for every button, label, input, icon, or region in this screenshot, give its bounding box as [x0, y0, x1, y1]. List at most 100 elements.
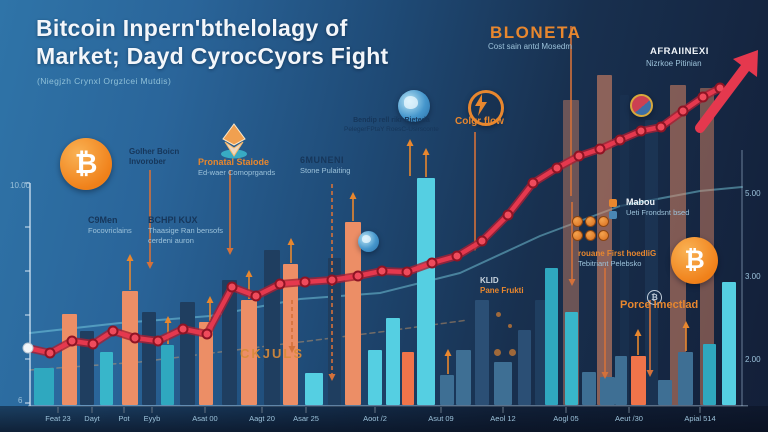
- rouane-label: rouane First hoedliG Tebitriant Pelebsko: [578, 249, 656, 268]
- bar: [241, 300, 257, 405]
- trend-marker: [326, 274, 338, 286]
- bchpi-line3: cerdeni auron: [148, 235, 194, 245]
- pronatal-line1: Pronatal Staiode: [198, 157, 270, 167]
- bchpi-label: BCHPI KUX Thaasige Ran bensofs cerdeni a…: [148, 215, 223, 245]
- muneni-line2: Stone Pulaiting: [300, 166, 351, 176]
- rouane-line2: Tebitriant Pelebsko: [578, 259, 642, 268]
- bar: [80, 331, 94, 405]
- bar: [161, 345, 174, 405]
- bar: [494, 362, 512, 405]
- bar: [456, 350, 471, 405]
- x-axis-label: Asar 25: [293, 414, 319, 423]
- colgr-label: Colgr flow: [455, 116, 504, 127]
- arrow-head: [733, 50, 758, 77]
- bar: [100, 352, 113, 405]
- bar: [368, 350, 382, 405]
- x-axis-label: Dayt: [84, 414, 100, 423]
- golher-label: Golher Boicn Invorober: [129, 147, 179, 167]
- right-axis-label-3: 2.00: [745, 355, 761, 364]
- trend-marker: [573, 150, 585, 162]
- mabou-line1: Mabou: [626, 197, 655, 207]
- bar: [722, 282, 736, 405]
- bar: [199, 322, 213, 405]
- bendip-line2: PelegerFPtaY RoesC-Usirsconte: [344, 125, 439, 133]
- klid-label: KLID Pane Frukti: [480, 276, 524, 296]
- bendip-label: Bendip rell rikr Rieteda PelegerFPtaY Ro…: [344, 117, 439, 134]
- bloneta-heading: BLONETA: [490, 23, 582, 42]
- trend-marker: [677, 105, 689, 117]
- mabou-label: Mabou Ueti Frondsnt bsed: [626, 197, 689, 218]
- bar: [417, 178, 435, 405]
- scatter-dot: [508, 324, 512, 328]
- bchpi-line2: Thaasige Ran bensofs: [148, 226, 224, 236]
- rouane-line1: rouane First hoedliG: [578, 249, 657, 258]
- trend-marker: [655, 121, 667, 133]
- afrainexi-heading: AFRAIINEXI: [650, 46, 709, 57]
- bar: [565, 312, 578, 405]
- bar: [535, 300, 547, 405]
- trend-marker: [177, 323, 189, 335]
- trend-marker: [44, 347, 56, 359]
- trend-marker: [250, 290, 262, 302]
- trend-marker: [527, 177, 539, 189]
- trend-line: [22, 82, 726, 359]
- x-axis-label: Aagt 20: [249, 414, 275, 423]
- bar: [658, 380, 672, 405]
- axis-footer-strip: [0, 406, 768, 432]
- x-axis-label: Aogl 05: [553, 414, 579, 423]
- golher-line1: Golher Boicn: [129, 147, 180, 156]
- bar: [283, 264, 298, 405]
- trend-marker: [201, 328, 213, 340]
- x-axis-label: Asat 00: [192, 414, 218, 423]
- bar: [518, 330, 531, 405]
- x-axis-label: Aeut /30: [615, 414, 643, 423]
- bar: [264, 250, 280, 405]
- trend-marker: [376, 265, 388, 277]
- klid-line2: Pane Frukti: [480, 286, 524, 295]
- bar: [600, 377, 615, 405]
- ethereum-icon: [218, 122, 250, 160]
- bar: [615, 356, 627, 405]
- page-subtitle: (Niegjzh Crynxl Orgzlcei Mutdis): [37, 76, 172, 86]
- porce-label: Porce Imectlad: [620, 299, 699, 311]
- bitcoin-icon: ₿: [60, 138, 112, 190]
- globe-icon: [398, 90, 430, 122]
- bar: [545, 268, 558, 405]
- trend-marker: [476, 235, 488, 247]
- trend-marker: [551, 162, 563, 174]
- golher-line2: Invorober: [129, 157, 166, 166]
- trend-marker: [152, 335, 164, 347]
- trend-marker: [502, 209, 514, 221]
- klid-line1: KLID: [480, 276, 499, 285]
- scatter-dot: [509, 349, 516, 356]
- bar: [180, 302, 195, 405]
- x-axis-label: Asut 09: [428, 414, 454, 423]
- bar: [142, 312, 156, 405]
- legend-square-orange-icon: [609, 199, 617, 207]
- trend-marker: [401, 266, 413, 278]
- bar: [122, 291, 138, 405]
- bar: [305, 373, 323, 405]
- trend-marker: [129, 332, 141, 344]
- coin-grid-icon: [572, 216, 609, 241]
- page-title: Bitcoin Inpern'bthelolagy of Market; Day…: [36, 14, 389, 70]
- pronatal-label: Pronatal Staiode Ed-waer Comoprgands: [198, 157, 275, 178]
- scatter-dot: [494, 349, 501, 356]
- bar: [475, 300, 489, 405]
- c9men-line1: C9Men: [88, 215, 118, 225]
- trend-marker: [66, 335, 78, 347]
- x-axis-label: Feat 23: [45, 414, 71, 423]
- right-axis-label-1: 5.00: [745, 189, 761, 198]
- scatter-dot: [496, 312, 501, 317]
- x-axis-label: Aeol 12: [490, 414, 516, 423]
- muneni-label: 6MUNENI Stone Pulaiting: [300, 155, 350, 176]
- trend-marker: [451, 250, 463, 262]
- trend-marker: [274, 278, 286, 290]
- title-line-1: Bitcoin Inpern'bthelolagy of: [36, 15, 348, 41]
- trend-marker: [107, 325, 119, 337]
- bitcoin-outline-icon: ₿: [647, 290, 662, 305]
- bar: [440, 375, 454, 405]
- bar: [631, 356, 646, 405]
- left-axis-top-label: 10.00: [10, 181, 31, 190]
